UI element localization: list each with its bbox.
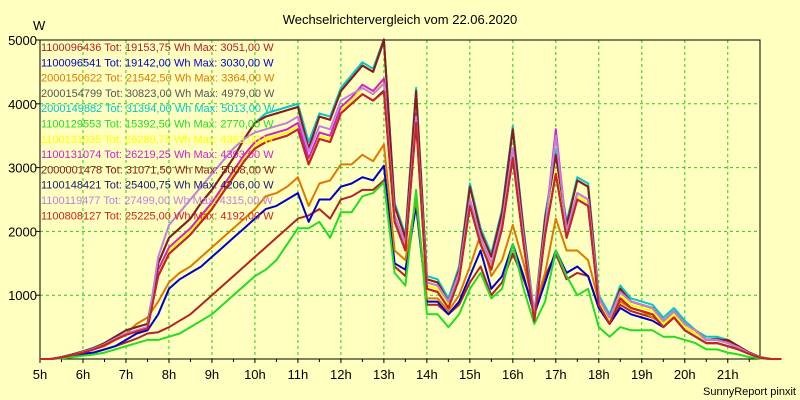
chart-axes: 5h 6h 7h 8h 9h 10h 11h 12h 13h 14h 15h 16h 17h 18h 19h… (8, 33, 761, 382)
legend-entry-1100131035: 1100131035 Tot: 26289,75 Wh Max: 4363,00… (41, 134, 274, 146)
x-tick-label: 13h (373, 367, 395, 382)
legend-entry-2000150622: 2000150622 Tot: 21542,50 Wh Max: 3364,00… (41, 73, 275, 85)
y-tick-label: 1000 (8, 288, 37, 303)
y-tick-label: 2000 (8, 224, 37, 239)
x-tick-label: 20h (674, 367, 696, 382)
legend-entry-2000001478: 2000001478 Tot: 31071,50 Wh Max: 5008,00… (41, 164, 275, 176)
plot-border (39, 39, 761, 360)
x-tick-label: 12h (330, 367, 352, 382)
legend-entry-1100131074: 1100131074 Tot: 26219,25 Wh Max: 4393,00… (41, 149, 274, 161)
x-tick-label: 11h (288, 367, 309, 382)
legend-entry-1100096541: 1100096541 Tot: 19142,00 Wh Max: 3030,00… (41, 57, 274, 69)
legend-entry-2000154799: 2000154799 Tot: 30823,00 Wh Max: 4979,00… (41, 88, 275, 100)
x-tick-label: 6h (76, 367, 90, 382)
chart-series-lines (40, 38, 782, 360)
y-tick-label: 3000 (8, 161, 37, 176)
legend-entry-1100096436: 1100096436 Tot: 19153,75 Wh Max: 3051,00… (41, 42, 274, 54)
x-tick-label: 14h (416, 367, 438, 382)
x-tick-label: 17h (545, 367, 567, 382)
legend-entry-1100148421: 1100148421 Tot: 25400,75 Wh Max: 4206,00… (41, 180, 274, 192)
series-line-1100808127 (40, 90, 782, 360)
footer-credit: SunnyReport pinxit (703, 386, 796, 398)
chart-title: Wechselrichtervergleich vom 22.06.2020 (283, 12, 518, 27)
legend-entry-1100129553: 1100129553 Tot: 15392,50 Wh Max: 2770,00… (41, 119, 274, 131)
legend-entry-2000149882: 2000149882 Tot: 31394,00 Wh Max: 5013,00… (41, 103, 275, 115)
x-tick-label: 18h (588, 367, 610, 382)
y-tick-label: 4000 (8, 97, 37, 112)
y-axis-unit-label: W (33, 18, 46, 33)
series-line-1100129553 (40, 181, 782, 360)
x-tick-label: 21h (717, 367, 739, 382)
x-tick-label: 8h (162, 367, 176, 382)
series-line-1100096436 (40, 179, 782, 360)
chart-legend: 1100096436 Tot: 19153,75 Wh Max: 3051,00… (41, 42, 275, 222)
x-tick-label: 9h (205, 367, 219, 382)
y-tick-label: 5000 (8, 33, 37, 48)
x-tick-label: 15h (459, 367, 481, 382)
legend-entry-1100808127: 1100808127 Tot: 25225,00 Wh Max: 4192,00… (41, 210, 274, 222)
x-tick-label: 5h (33, 367, 47, 382)
x-tick-label: 10h (244, 367, 266, 382)
x-tick-label: 16h (502, 367, 524, 382)
x-tick-label: 7h (119, 367, 133, 382)
legend-entry-1100119477: 1100119477 Tot: 27499,00 Wh Max: 4315,00… (41, 195, 273, 207)
x-tick-label: 19h (631, 367, 653, 382)
